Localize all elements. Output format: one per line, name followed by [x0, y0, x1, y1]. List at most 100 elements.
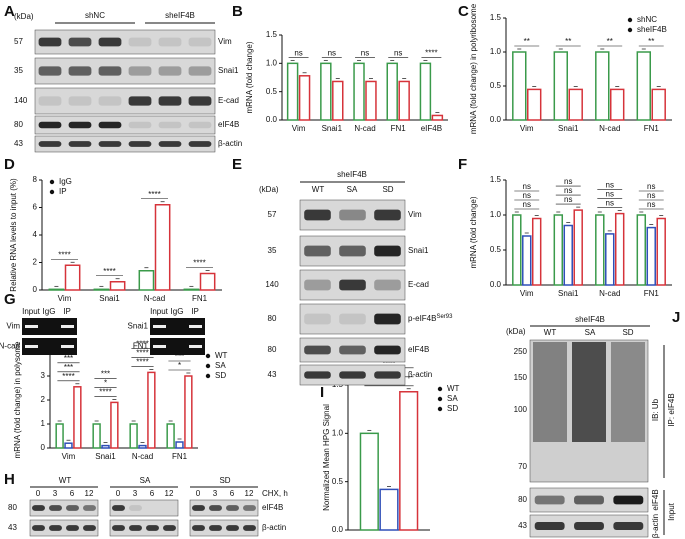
- bar: [359, 432, 379, 531]
- blot: [189, 519, 259, 537]
- bar: [553, 214, 564, 286]
- group-label: WT: [59, 476, 72, 485]
- band: [339, 209, 366, 221]
- legend-label: SD: [215, 371, 226, 380]
- bar: [64, 442, 73, 449]
- significance-label: ns: [647, 182, 655, 191]
- blot: [109, 499, 179, 517]
- bar: [73, 386, 82, 449]
- lane-label: WT: [544, 328, 557, 337]
- lane-label: SD: [382, 185, 393, 194]
- bar: [64, 264, 81, 291]
- band: [304, 313, 331, 325]
- significance-label: ns: [564, 177, 572, 186]
- legend-label: WT: [215, 351, 228, 360]
- significance-label: ****: [62, 372, 74, 381]
- protein-label: Vim: [218, 37, 232, 46]
- band: [112, 525, 125, 531]
- significance-label: ***: [64, 354, 73, 363]
- x-tick-label: Snai1: [95, 452, 116, 461]
- y-tick-label: 0: [33, 285, 38, 294]
- band: [32, 505, 45, 511]
- y-tick-label: 1.5: [490, 175, 502, 184]
- bar: [614, 212, 625, 286]
- legend-marker: [437, 386, 443, 392]
- bar: [353, 62, 365, 121]
- time-label: 12: [165, 489, 174, 498]
- band: [128, 37, 152, 47]
- gel-band: [189, 325, 202, 328]
- ib-label: IB: Ub: [651, 398, 660, 421]
- protein-label: β-actin: [262, 523, 286, 532]
- bar: [332, 80, 344, 121]
- y-tick-label: 0.0: [266, 115, 278, 124]
- significance-label: **: [565, 37, 571, 46]
- group-label: SD: [219, 476, 230, 485]
- group-label: shNC: [85, 11, 105, 20]
- significance-label: ****: [99, 388, 111, 397]
- band: [339, 279, 366, 291]
- y-tick-label: 0.5: [332, 477, 344, 486]
- significance-label: ****: [148, 190, 160, 199]
- blot: [34, 57, 216, 85]
- marker-label: 80: [8, 503, 17, 512]
- bar: [48, 288, 65, 291]
- significance-label: *: [104, 379, 107, 388]
- legend-label: SD: [447, 404, 458, 413]
- bar: [636, 214, 647, 286]
- band: [158, 66, 182, 76]
- x-tick-label: N-cad: [132, 452, 153, 461]
- bar: [320, 62, 332, 121]
- legend-label: SA: [447, 394, 458, 403]
- bar: [166, 423, 175, 449]
- bar: [399, 391, 419, 531]
- band: [128, 121, 152, 129]
- x-tick-label: Snai1: [558, 124, 579, 133]
- bar: [138, 270, 155, 291]
- band: [98, 121, 122, 129]
- panel-letter: G: [4, 291, 16, 308]
- bar: [298, 75, 311, 121]
- y-axis-label: mRNA (fold change): [469, 196, 478, 268]
- x-tick-label: N-cad: [599, 124, 620, 133]
- y-axis-label: Relative RNA levels to input (%): [9, 178, 18, 292]
- x-tick-label: FN1: [391, 124, 407, 133]
- x-tick-label: Snai1: [99, 294, 120, 303]
- bar: [55, 423, 64, 449]
- blot: [34, 135, 216, 153]
- significance-label: ns: [564, 195, 572, 204]
- panel-letter: I: [320, 384, 324, 401]
- x-tick-label: Snai1: [322, 124, 343, 133]
- significance-label: ****: [383, 359, 395, 368]
- gel: [22, 338, 77, 355]
- blot: [34, 115, 216, 135]
- y-tick-label: 0.5: [490, 245, 502, 254]
- band: [374, 371, 401, 379]
- bar: [573, 209, 583, 286]
- gel-band: [153, 325, 166, 328]
- bar: [398, 80, 410, 121]
- marker-label: 80: [268, 314, 277, 323]
- legend-marker: [205, 353, 211, 359]
- band: [304, 245, 331, 257]
- panel-letter: D: [4, 156, 15, 173]
- y-tick-label: 4: [33, 230, 38, 239]
- band: [339, 371, 366, 379]
- bar: [183, 288, 200, 291]
- legend-marker: [205, 363, 211, 369]
- significance-label: *: [178, 361, 181, 370]
- y-tick-label: 2: [33, 258, 38, 267]
- group-label: SA: [140, 476, 151, 485]
- y-tick-label: 0.0: [490, 115, 502, 124]
- gel-band: [189, 345, 202, 348]
- bar: [636, 51, 651, 121]
- protein-label: β-actin: [408, 370, 432, 379]
- band: [613, 522, 644, 530]
- bar: [138, 444, 147, 449]
- row-label: N-cad: [0, 342, 20, 351]
- lane-label: SA: [585, 328, 596, 337]
- smear: [572, 342, 606, 442]
- y-axis-label: Normalized Mean HPG Signal: [322, 404, 331, 511]
- time-label: 0: [116, 489, 121, 498]
- y-tick-label: 8: [33, 175, 38, 184]
